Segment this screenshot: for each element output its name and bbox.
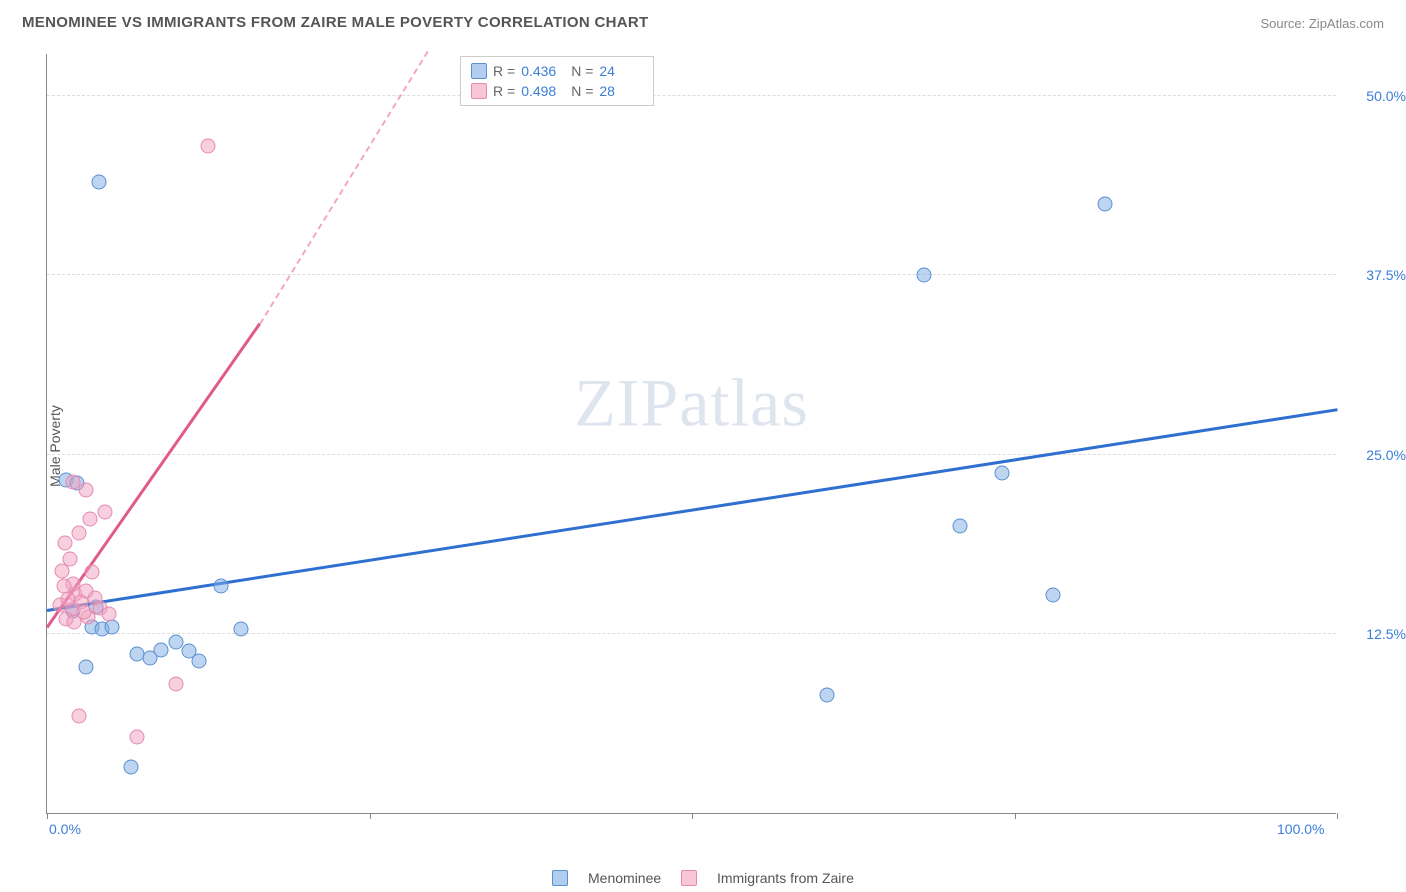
- data-point: [85, 565, 100, 580]
- data-point: [55, 563, 70, 578]
- gridline: [47, 95, 1336, 96]
- source-link[interactable]: ZipAtlas.com: [1309, 16, 1384, 31]
- data-point: [78, 483, 93, 498]
- source-attribution: Source: ZipAtlas.com: [1260, 16, 1384, 31]
- swatch-blue-icon: [471, 63, 487, 79]
- y-tick-label: 50.0%: [1346, 88, 1406, 104]
- data-point: [72, 526, 87, 541]
- r-value-1: 0.436: [521, 63, 565, 79]
- data-point: [153, 642, 168, 657]
- series-legend: Menominee Immigrants from Zaire: [0, 869, 1406, 886]
- series-name-1: Menominee: [588, 870, 661, 886]
- n-label: N =: [571, 83, 593, 99]
- data-point: [67, 615, 82, 630]
- n-value-1: 24: [599, 63, 643, 79]
- y-tick-label: 25.0%: [1346, 447, 1406, 463]
- n-value-2: 28: [599, 83, 643, 99]
- data-point: [1046, 588, 1061, 603]
- trend-line: [259, 51, 428, 324]
- scatter-chart: ZIPatlas 12.5%25.0%37.5%50.0%0.0%100.0%: [46, 54, 1336, 814]
- data-point: [201, 139, 216, 154]
- r-value-2: 0.498: [521, 83, 565, 99]
- watermark-zip: ZIP: [574, 365, 679, 441]
- data-point: [104, 619, 119, 634]
- legend-row-2: R = 0.498 N = 28: [471, 81, 643, 101]
- data-point: [60, 592, 75, 607]
- data-point: [192, 654, 207, 669]
- y-tick-label: 12.5%: [1346, 626, 1406, 642]
- y-tick-label: 37.5%: [1346, 267, 1406, 283]
- x-tick: [1337, 813, 1338, 819]
- legend-row-1: R = 0.436 N = 24: [471, 61, 643, 81]
- data-point: [91, 175, 106, 190]
- data-point: [56, 579, 71, 594]
- source-label: Source:: [1260, 16, 1308, 31]
- gridline: [47, 274, 1336, 275]
- r-label: R =: [493, 83, 515, 99]
- data-point: [98, 504, 113, 519]
- x-tick-label: 0.0%: [49, 821, 81, 837]
- data-point: [58, 536, 73, 551]
- chart-title: MENOMINEE VS IMMIGRANTS FROM ZAIRE MALE …: [22, 14, 648, 31]
- data-point: [78, 583, 93, 598]
- data-point: [82, 512, 97, 527]
- x-tick: [1015, 813, 1016, 819]
- data-point: [169, 676, 184, 691]
- gridline: [47, 454, 1336, 455]
- data-point: [78, 659, 93, 674]
- data-point: [72, 708, 87, 723]
- data-point: [820, 688, 835, 703]
- swatch-pink-icon: [681, 870, 697, 886]
- data-point: [994, 466, 1009, 481]
- r-label: R =: [493, 63, 515, 79]
- swatch-blue-icon: [552, 870, 568, 886]
- data-point: [233, 622, 248, 637]
- data-point: [917, 268, 932, 283]
- x-tick-label: 100.0%: [1277, 821, 1324, 837]
- watermark-atlas: atlas: [679, 365, 809, 441]
- n-label: N =: [571, 63, 593, 79]
- swatch-pink-icon: [471, 83, 487, 99]
- data-point: [123, 760, 138, 775]
- trend-line: [47, 409, 1337, 613]
- data-point: [130, 730, 145, 745]
- data-point: [1097, 196, 1112, 211]
- data-point: [101, 606, 116, 621]
- data-point: [214, 579, 229, 594]
- watermark: ZIPatlas: [574, 364, 809, 443]
- data-point: [953, 519, 968, 534]
- x-tick: [692, 813, 693, 819]
- x-tick: [47, 813, 48, 819]
- series-name-2: Immigrants from Zaire: [717, 870, 854, 886]
- x-tick: [370, 813, 371, 819]
- correlation-legend: R = 0.436 N = 24 R = 0.498 N = 28: [460, 56, 654, 106]
